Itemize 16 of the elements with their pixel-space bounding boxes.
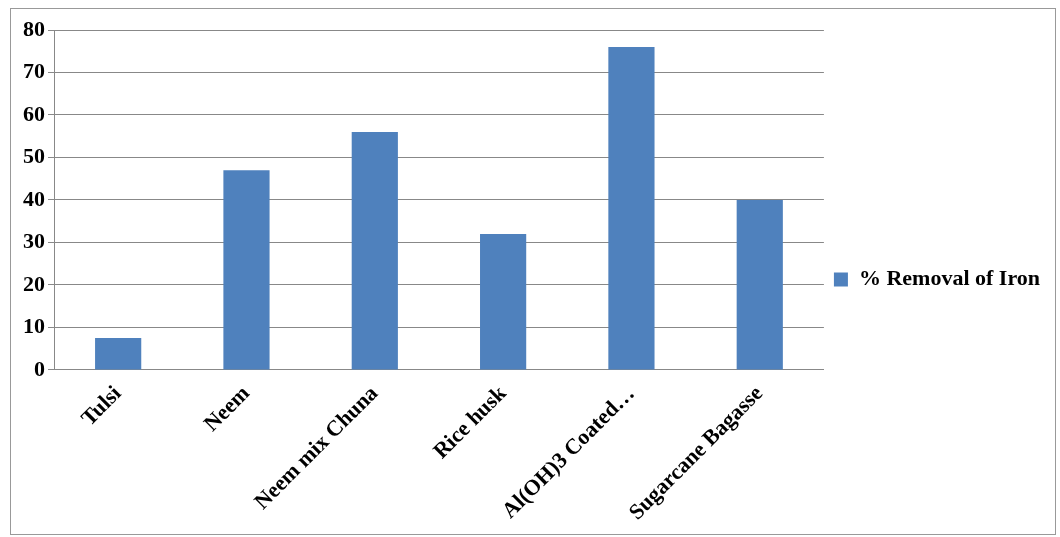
bar <box>480 234 527 370</box>
bar <box>736 200 783 370</box>
bar <box>95 338 142 370</box>
y-tick-label: 10 <box>23 313 45 339</box>
y-tick-label: 80 <box>23 15 45 41</box>
bar <box>351 132 398 370</box>
y-tick-label: 30 <box>23 228 45 254</box>
y-tick-label: 40 <box>23 185 45 211</box>
legend-label: % Removal of Iron <box>858 265 1041 291</box>
y-tick-label: 60 <box>23 100 45 126</box>
bar <box>608 47 655 370</box>
y-tick-label: 0 <box>34 355 45 381</box>
y-tick-label: 70 <box>23 58 45 84</box>
y-tick-label: 20 <box>23 270 45 296</box>
bar <box>223 170 270 370</box>
y-tick-label: 50 <box>23 143 45 169</box>
